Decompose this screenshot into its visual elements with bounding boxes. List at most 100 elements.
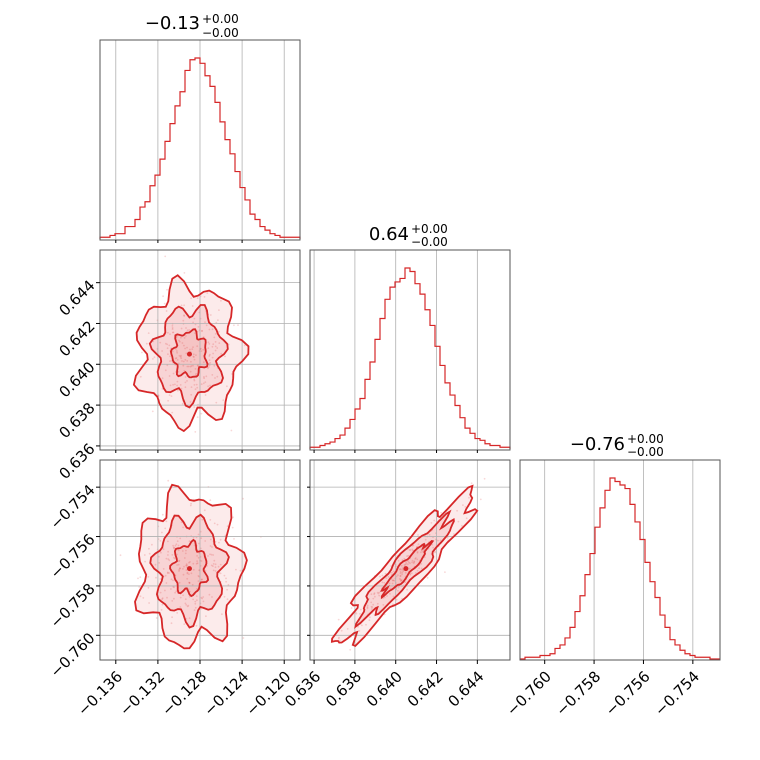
scatter-point [398, 568, 401, 571]
scatter-point [202, 600, 205, 603]
scatter-point [189, 561, 191, 563]
scatter-point [209, 361, 212, 364]
scatter-point [387, 575, 390, 578]
scatter-point [395, 598, 398, 601]
scatter-point [211, 356, 214, 359]
scatter-point [207, 341, 210, 344]
scatter-point [401, 559, 404, 561]
contour-line-level-1 [132, 274, 250, 433]
scatter-point [225, 577, 227, 580]
scatter-point [195, 536, 198, 539]
scatter-point [183, 623, 186, 625]
scatter-point [207, 347, 210, 350]
scatter-point [137, 577, 139, 580]
scatter-point [365, 623, 367, 626]
scatter-point [167, 540, 169, 543]
scatter-point [212, 565, 214, 567]
scatter-point [164, 527, 167, 530]
scatter-point [218, 541, 220, 544]
scatter-point [161, 513, 164, 516]
scatter-point [399, 568, 402, 570]
scatter-point [148, 547, 150, 550]
scatter-point [184, 552, 187, 555]
scatter-point [194, 388, 197, 391]
scatter-point [204, 381, 207, 383]
scatter-point [417, 534, 419, 536]
param-title-3-lower: −0.00 [627, 445, 664, 459]
scatter-point [161, 350, 164, 352]
scatter-point [407, 554, 410, 557]
scatter-point [404, 581, 407, 584]
param-title-3-value: −0.76 [570, 434, 625, 455]
scatter-point [177, 362, 180, 365]
scatter-point [176, 540, 179, 543]
scatter-point [457, 520, 460, 523]
scatter-point [190, 572, 193, 575]
x-tick-label: −0.760 [503, 668, 555, 720]
scatter-point [409, 572, 412, 575]
scatter-point [180, 357, 183, 360]
param-title-1-upper: +0.00 [202, 12, 239, 26]
scatter-point [197, 556, 200, 559]
scatter-point [181, 550, 184, 552]
scatter-point [212, 569, 215, 572]
scatter-point [176, 380, 179, 383]
scatter-point [193, 378, 196, 381]
scatter-point [167, 550, 170, 553]
scatter-point [185, 335, 187, 337]
scatter-point [207, 367, 209, 370]
scatter-point [188, 540, 191, 543]
scatter-point [434, 550, 437, 553]
scatter-point [426, 576, 429, 579]
scatter-point [192, 355, 195, 358]
scatter-point [243, 344, 246, 347]
scatter-point [148, 552, 151, 555]
scatter-point [183, 304, 186, 307]
y-tick-label: 0.636 [55, 440, 98, 483]
scatter-point [173, 556, 175, 559]
scatter-point [183, 272, 186, 274]
scatter-point [171, 411, 174, 414]
scatter-point [337, 637, 340, 640]
scatter-point [185, 549, 187, 552]
x-tick-label: 0.640 [363, 668, 406, 711]
scatter-point [168, 572, 171, 574]
scatter-point [191, 583, 194, 586]
x-tick-label: 0.644 [444, 668, 487, 711]
scatter-point [431, 543, 434, 546]
scatter-point [401, 571, 404, 574]
scatter-point [225, 580, 228, 583]
scatter-point [153, 356, 156, 359]
scatter-point [213, 559, 216, 562]
scatter-point [188, 561, 190, 564]
scatter-point [193, 406, 196, 408]
scatter-point [190, 365, 193, 367]
scatter-point [164, 574, 167, 577]
scatter-point [461, 524, 463, 527]
x-tick-label: −0.754 [651, 668, 703, 720]
scatter-point [183, 314, 185, 317]
scatter-point [428, 533, 431, 536]
contour-line-level-1 [134, 483, 248, 650]
scatter-point [191, 305, 194, 307]
scatter-point [189, 590, 191, 593]
scatter-point [205, 615, 207, 618]
scatter-point [193, 384, 196, 386]
scatter-point [200, 607, 203, 610]
scatter-point [161, 531, 163, 534]
scatter-point [209, 545, 212, 547]
scatter-point [142, 597, 145, 599]
scatter-point [201, 597, 204, 600]
scatter-point [403, 557, 406, 560]
scatter-point [420, 567, 423, 570]
scatter-point [176, 384, 179, 387]
scatter-point [186, 380, 188, 382]
scatter-point [204, 394, 207, 396]
scatter-point [397, 589, 399, 592]
scatter-point [164, 589, 166, 592]
scatter-point [383, 581, 386, 584]
scatter-point [200, 383, 203, 386]
scatter-point [203, 376, 205, 378]
scatter-point [138, 586, 141, 588]
scatter-point [194, 431, 197, 433]
